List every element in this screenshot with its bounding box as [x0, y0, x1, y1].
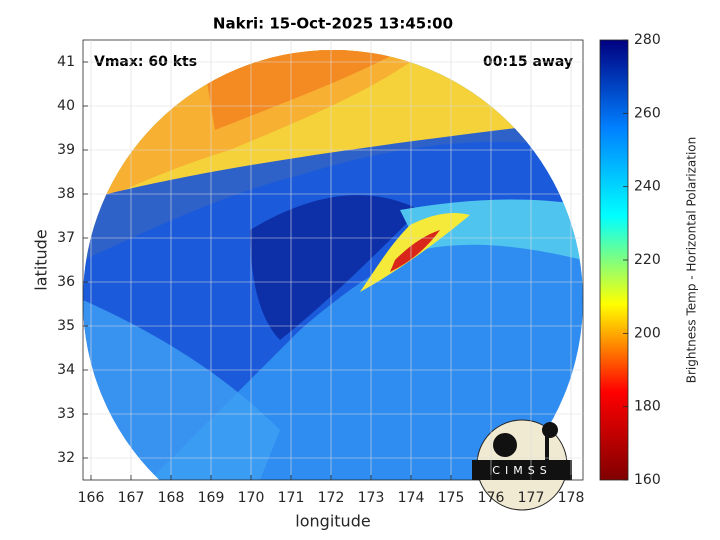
chart-title: Nakri: 15-Oct-2025 13:45:00: [213, 15, 453, 33]
x-tick-label: 168: [158, 490, 185, 506]
x-tick-label: 171: [278, 490, 305, 506]
x-tick-label: 169: [198, 490, 225, 506]
y-tick-label: 39: [57, 142, 75, 158]
x-tick-label: 174: [398, 490, 425, 506]
colorbar-tick-label: 160: [634, 472, 661, 488]
y-tick-label: 41: [57, 54, 75, 70]
colorbar-tick-label: 180: [634, 399, 661, 415]
colorbar-label: Brightness Temp - Horizontal Polarizatio…: [685, 137, 699, 384]
colorbar-tick-label: 200: [634, 325, 661, 341]
cimss-logo: CIMSS: [472, 419, 572, 511]
y-tick-label: 33: [57, 406, 75, 422]
y-axis-label: latitude: [32, 229, 51, 290]
y-tick-label: 40: [57, 98, 75, 114]
swath-image: [83, 50, 583, 480]
colorbar-tick-label: 220: [634, 252, 661, 268]
y-tick-label: 37: [57, 230, 75, 246]
x-tick-label: 177: [518, 490, 545, 506]
y-tick-label: 32: [57, 450, 75, 466]
logo-text: CIMSS: [492, 464, 551, 477]
colorbar-tick-label: 260: [634, 105, 661, 121]
x-tick-label: 178: [558, 490, 585, 506]
x-tick-label: 170: [238, 490, 265, 506]
colorbar-tick-label: 280: [634, 32, 661, 48]
y-tick-label: 35: [57, 318, 75, 334]
x-tick-label: 175: [438, 490, 465, 506]
colorbar-tick-label: 240: [634, 179, 661, 195]
x-tick-label: 176: [478, 490, 505, 506]
x-tick-label: 166: [78, 490, 105, 506]
x-tick-label: 167: [118, 490, 145, 506]
y-tick-label: 36: [57, 274, 75, 290]
axes-box: [82, 39, 584, 481]
x-tick-label: 172: [318, 490, 345, 506]
y-tick-label: 38: [57, 186, 75, 202]
y-tick-label: 34: [57, 362, 75, 378]
x-tick-label: 173: [358, 490, 385, 506]
x-axis-label: longitude: [295, 512, 370, 531]
